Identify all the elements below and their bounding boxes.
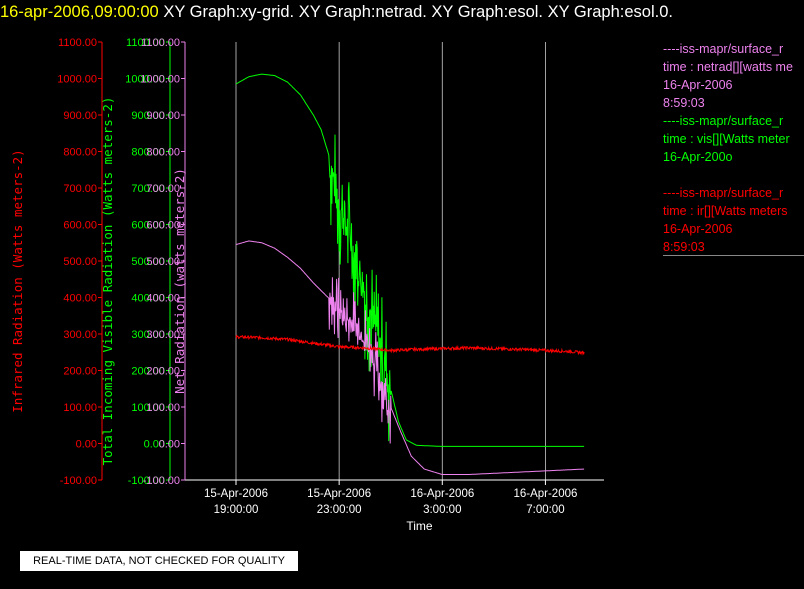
y-tick-label-2-11: 1000.00 bbox=[140, 74, 180, 86]
y-tick-label-1-12: 1100.00 bbox=[126, 37, 165, 49]
y-tick-label-2-10: 900.00 bbox=[146, 110, 180, 122]
legend-netrad-time: 8:59:03 bbox=[663, 96, 705, 110]
y-tick-label-0-9: 800.00 bbox=[63, 147, 97, 159]
x-tick-time-1: 23:00:00 bbox=[317, 504, 362, 516]
y-tick-label-2-7: 600.00 bbox=[146, 220, 180, 232]
y-tick-label-2-6: 500.00 bbox=[146, 256, 180, 268]
x-tick-date-0: 15-Apr-2006 bbox=[204, 488, 268, 500]
y-tick-label-0-10: 900.00 bbox=[63, 110, 97, 122]
x-axis-label: Time bbox=[406, 519, 433, 533]
title-timestamp: 16-apr-2006,09:00:00 bbox=[0, 3, 159, 21]
legend-vis-variable: time : vis[][Watts meter bbox=[663, 132, 790, 146]
legend-netrad-source: ----iss-mapr/surface_r bbox=[663, 42, 784, 56]
y-tick-label-0-5: 400.00 bbox=[63, 293, 97, 305]
y-tick-label-1-6: 500.00 bbox=[131, 256, 165, 268]
y-tick-label-0-8: 700.00 bbox=[63, 183, 97, 195]
y-tick-label-2-12: 1100.00 bbox=[141, 37, 180, 49]
legend-vis: ----iss-mapr/surface_r time : vis[][Watt… bbox=[663, 112, 804, 166]
title-bar: 16-apr-2006,09:00:00 XY Graph:xy-grid. X… bbox=[0, 0, 804, 24]
y-tick-label-2-5: 400.00 bbox=[146, 293, 180, 305]
y-tick-label-1-3: 200.00 bbox=[131, 366, 165, 378]
legend-netrad: ----iss-mapr/surface_r time : netrad[][w… bbox=[663, 40, 804, 112]
legend-ir-variable: time : ir[][Watts meters bbox=[663, 204, 788, 218]
y-tick-label-1-1: 0.00 bbox=[144, 439, 165, 451]
y-axis-label-1: Total Incoming Visible Radiation (Watts … bbox=[100, 97, 115, 466]
x-tick-time-2: 3:00:00 bbox=[423, 504, 461, 516]
y-tick-label-1-5: 400.00 bbox=[131, 293, 165, 305]
legend-ir-time: 8:59:03 bbox=[663, 240, 705, 254]
legend-vis-source: ----iss-mapr/surface_r bbox=[663, 114, 784, 128]
y-tick-label-1-4: 300.00 bbox=[131, 329, 165, 341]
y-tick-label-2-9: 800.00 bbox=[146, 147, 180, 159]
y-tick-label-0-7: 600.00 bbox=[63, 220, 97, 232]
x-tick-date-1: 15-Apr-2006 bbox=[307, 488, 371, 500]
y-axis-label-2: Net Radiation (watts meters-2) bbox=[172, 168, 187, 394]
y-tick-label-0-12: 1100.00 bbox=[58, 37, 97, 49]
legend-ir-source: ----iss-mapr/surface_r bbox=[663, 186, 784, 200]
y-tick-label-0-4: 300.00 bbox=[63, 329, 97, 341]
legend-vis-date: 16-Apr-200o bbox=[663, 150, 733, 164]
y-axis-label-0: Infrared Radiation (Watts meters-2) bbox=[10, 149, 25, 412]
series-line-vis bbox=[235, 73, 585, 447]
x-tick-time-3: 7:00:00 bbox=[526, 504, 564, 516]
y-tick-label-1-7: 600.00 bbox=[131, 220, 165, 232]
y-tick-label-0-11: 1000.00 bbox=[57, 74, 97, 86]
y-tick-label-1-2: 100.00 bbox=[131, 402, 165, 414]
y-tick-label-1-8: 700.00 bbox=[131, 183, 165, 195]
y-tick-label-0-1: 0.00 bbox=[76, 439, 97, 451]
legend-ir: ----iss-mapr/surface_r time : ir[][Watts… bbox=[663, 184, 804, 256]
title-graph-list: XY Graph:xy-grid. XY Graph:netrad. XY Gr… bbox=[163, 3, 673, 21]
legend-ir-date: 16-Apr-2006 bbox=[663, 222, 733, 236]
y-tick-label-2-2: 100.00 bbox=[146, 402, 180, 414]
series-line-ir bbox=[235, 334, 585, 356]
y-tick-label-1-10: 900.00 bbox=[131, 110, 165, 122]
y-tick-label-2-0: -100.00 bbox=[143, 475, 180, 487]
y-tick-label-2-3: 200.00 bbox=[146, 366, 180, 378]
x-tick-date-3: 16-Apr-2006 bbox=[513, 488, 577, 500]
y-tick-label-2-8: 700.00 bbox=[146, 183, 180, 195]
x-tick-date-2: 16-Apr-2006 bbox=[410, 488, 474, 500]
x-tick-time-0: 19:00:00 bbox=[214, 504, 259, 516]
series-line-netrad bbox=[235, 240, 585, 475]
legend-netrad-date: 16-Apr-2006 bbox=[663, 78, 733, 92]
y-tick-label-2-4: 300.00 bbox=[146, 329, 180, 341]
legend-netrad-variable: time : netrad[][watts me bbox=[663, 60, 793, 74]
y-tick-label-0-3: 200.00 bbox=[63, 366, 97, 378]
y-tick-label-0-6: 500.00 bbox=[63, 256, 97, 268]
y-tick-label-1-0: -100.00 bbox=[128, 475, 165, 487]
y-tick-label-1-9: 800.00 bbox=[131, 147, 165, 159]
y-tick-label-2-1: 0.00 bbox=[159, 439, 180, 451]
quality-warning: REAL-TIME DATA, NOT CHECKED FOR QUALITY bbox=[20, 551, 298, 571]
y-tick-label-0-0: -100.00 bbox=[60, 475, 97, 487]
y-tick-label-0-2: 100.00 bbox=[63, 402, 97, 414]
y-tick-label-1-11: 1000.00 bbox=[125, 74, 165, 86]
legend-separator bbox=[663, 255, 804, 256]
